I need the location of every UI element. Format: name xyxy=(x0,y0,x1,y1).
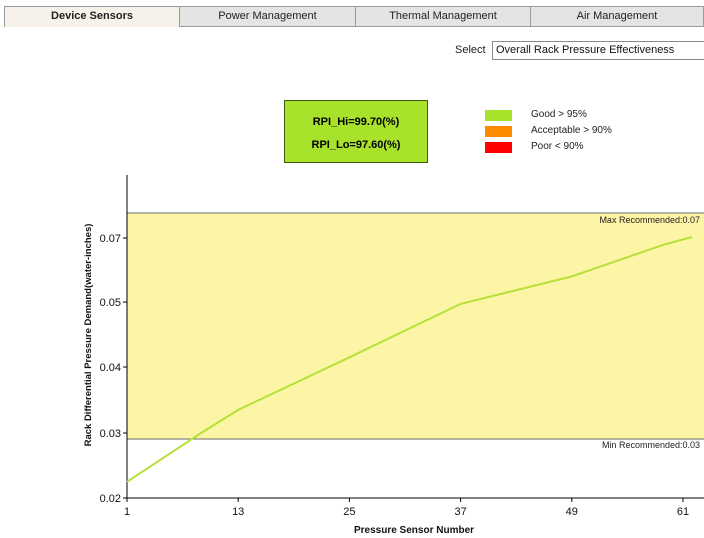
y-tick-label: 0.05 xyxy=(100,297,121,309)
rpi-summary-box: RPI_Hi=99.70(%) RPI_Lo=97.60(%) xyxy=(284,100,428,163)
x-tick-label: 61 xyxy=(677,506,689,518)
tab-device-sensors[interactable]: Device Sensors xyxy=(4,6,180,27)
x-tick-label: 13 xyxy=(232,506,244,518)
legend-acceptable: Acceptable > 90% xyxy=(485,125,645,138)
legend-good-swatch xyxy=(485,110,512,121)
legend-poor-swatch xyxy=(485,142,512,153)
legend-good-label: Good > 95% xyxy=(531,109,587,120)
x-tick-label: 49 xyxy=(566,506,578,518)
metric-select[interactable]: Overall Rack Pressure Effectiveness xyxy=(492,41,704,60)
legend-acceptable-label: Acceptable > 90% xyxy=(531,125,612,136)
max-recommended-label: Max Recommended:0.07 xyxy=(599,215,700,225)
select-label: Select xyxy=(455,44,486,56)
tab-bar: Device Sensors Power Management Thermal … xyxy=(4,6,704,27)
tab-air-management[interactable]: Air Management xyxy=(531,6,704,27)
tab-power-management[interactable]: Power Management xyxy=(180,6,356,27)
x-tick-label: 37 xyxy=(454,506,466,518)
pressure-series-line xyxy=(126,236,693,483)
x-tick-label: 1 xyxy=(124,506,130,518)
legend-poor-label: Poor < 90% xyxy=(531,141,584,152)
y-tick-label: 0.02 xyxy=(100,493,121,505)
rpi-lo-value: RPI_Lo=97.60(%) xyxy=(311,139,401,151)
min-recommended-label: Min Recommended:0.03 xyxy=(602,440,700,450)
y-tick-label: 0.04 xyxy=(100,362,121,374)
x-tick-label: 25 xyxy=(343,506,355,518)
rpi-hi-value: RPI_Hi=99.70(%) xyxy=(312,116,400,128)
legend-poor: Poor < 90% xyxy=(485,141,645,154)
y-axis-title: Rack Differential Pressure Demand(water-… xyxy=(83,224,94,447)
y-tick-label: 0.07 xyxy=(100,233,121,245)
legend-good: Good > 95% xyxy=(485,109,645,122)
x-axis-title: Pressure Sensor Number xyxy=(354,525,474,536)
y-tick-label: 0.03 xyxy=(100,428,121,440)
tab-thermal-management[interactable]: Thermal Management xyxy=(356,6,531,27)
legend-acceptable-swatch xyxy=(485,126,512,137)
